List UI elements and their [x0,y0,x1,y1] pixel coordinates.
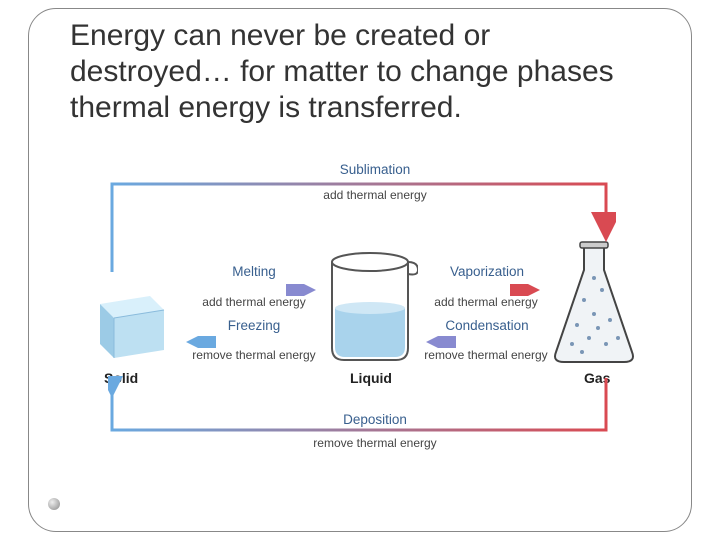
deposition-name: Deposition [320,412,430,427]
slide-title: Energy can never be created or destroyed… [70,18,650,126]
condensation-arrow [424,336,542,348]
melting-note: add thermal energy [194,295,314,309]
freezing-arrow [184,336,318,348]
melting-name: Melting [204,264,304,279]
solid-icon [86,274,178,366]
deposition-note: remove thermal energy [300,436,450,450]
vaporization-note: add thermal energy [426,295,546,309]
condensation-name: Condensation [432,318,542,333]
bullet-icon [48,498,60,510]
freezing-note: remove thermal energy [184,348,324,362]
sublimation-note: add thermal energy [320,188,430,202]
condensation-note: remove thermal energy [416,348,556,362]
vaporization-name: Vaporization [432,264,542,279]
freezing-name: Freezing [204,318,304,333]
sublimation-name: Sublimation [320,162,430,177]
